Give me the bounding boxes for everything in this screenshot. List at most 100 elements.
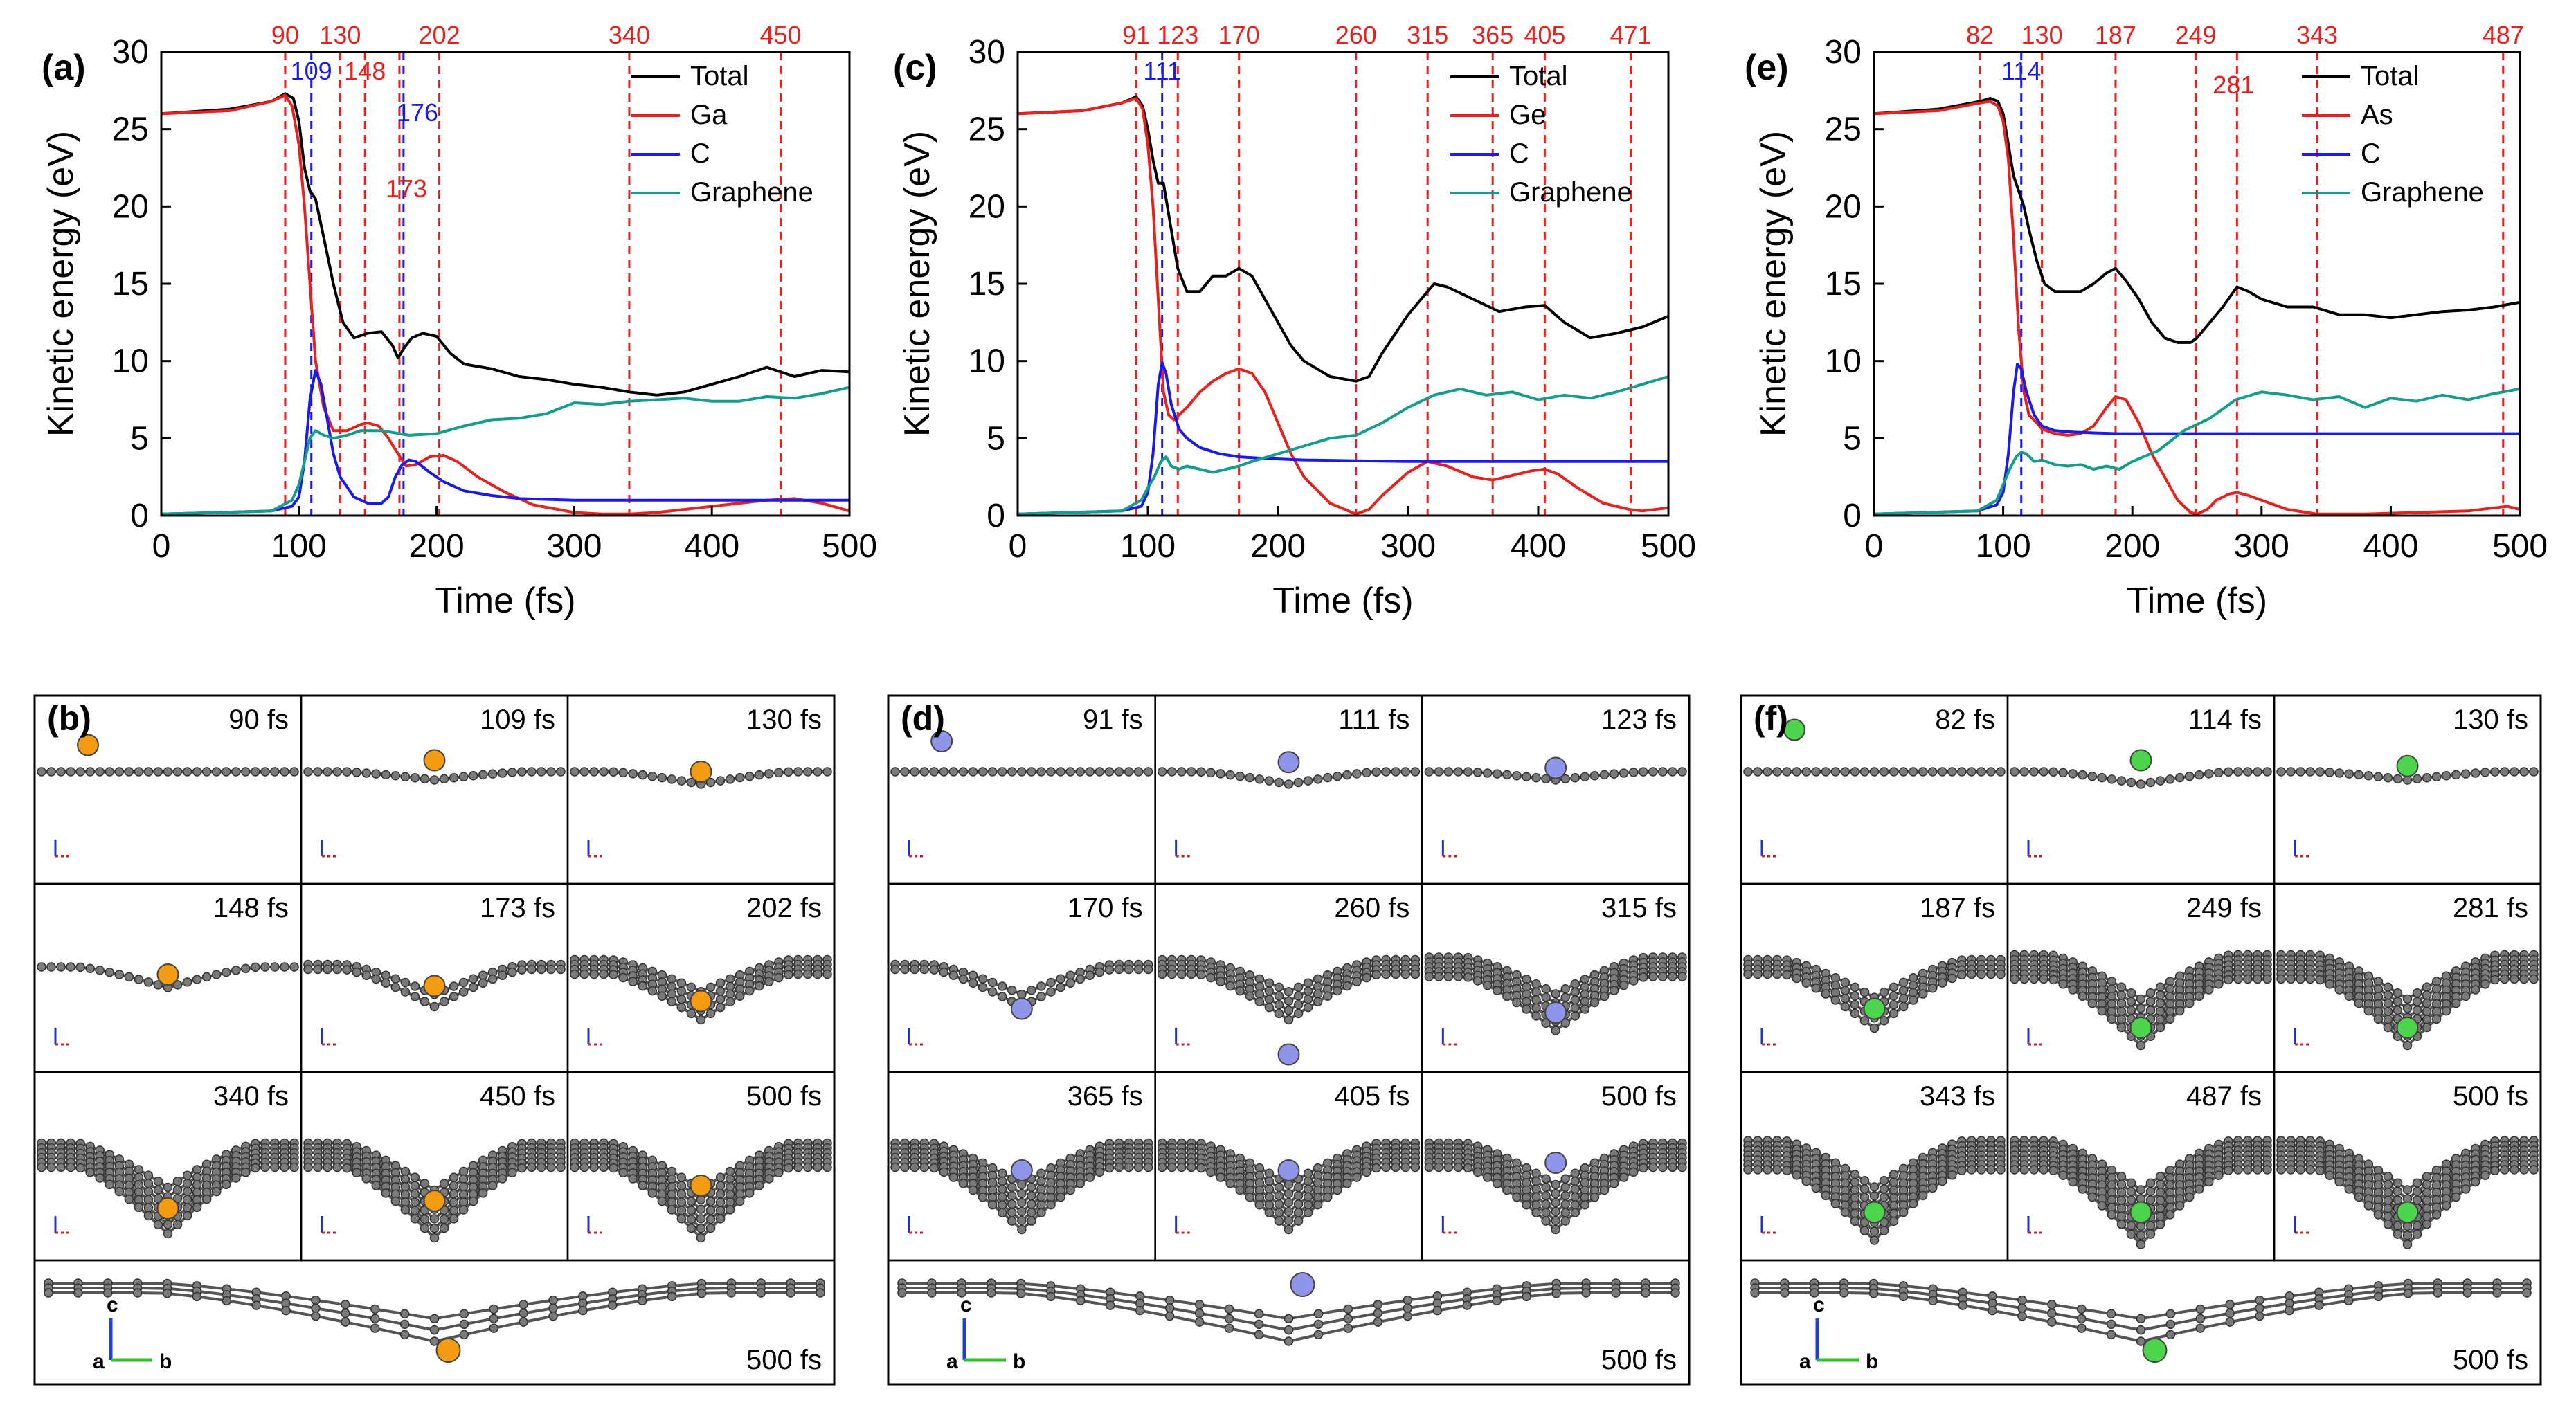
carbon-atom <box>1410 767 1421 777</box>
carbon-atom <box>1551 989 1560 999</box>
carbon-atom <box>313 767 323 777</box>
carbon-atom <box>1551 1197 1560 1208</box>
snapshot-panel-d: 91 fs 111 fs 123 fs 170 fs 260 fs 315 fs 365 f… <box>887 694 1691 1386</box>
carbon-atom <box>2048 767 2058 777</box>
carbon-atom <box>1967 969 1976 979</box>
carbon-atom <box>400 1174 411 1184</box>
carbon-atom <box>1235 1185 1245 1195</box>
snapshot-time-label: 500 fs <box>1601 1081 1677 1112</box>
carbon-atom <box>725 997 735 1006</box>
carbon-atom <box>715 776 726 786</box>
legend-entry: Graphene <box>690 177 813 208</box>
carbon-atom <box>527 767 537 777</box>
carbon-atom <box>429 1233 440 1243</box>
carbon-atom <box>1889 1177 1899 1187</box>
carbon-atom <box>822 969 832 979</box>
carbon-atom <box>2195 1314 2206 1324</box>
carbon-atom <box>1811 1183 1821 1193</box>
carbon-atom <box>1898 994 1909 1004</box>
carbon-atom <box>715 1206 726 1215</box>
carbon-atom <box>1027 767 1036 777</box>
carbon-atom <box>449 773 459 783</box>
dopant-atom <box>1544 1152 1567 1174</box>
carbon-atom <box>1889 1170 1899 1179</box>
carbon-atom <box>2155 1188 2165 1197</box>
carbon-atom <box>400 1166 411 1177</box>
carbon-atom <box>519 1317 528 1327</box>
dopant-atom <box>2129 1201 2152 1224</box>
snapshot-cell: 365 fs <box>887 1071 1156 1262</box>
carbon-atom <box>103 1288 113 1298</box>
carbon-atom <box>657 772 667 783</box>
carbon-atom <box>410 773 420 783</box>
carbon-atom <box>1303 1184 1313 1194</box>
carbon-atom <box>313 1162 323 1172</box>
y-tick-label: 20 <box>112 188 149 225</box>
carbon-atom <box>2305 767 2315 777</box>
dopant-atom <box>423 975 446 997</box>
carbon-atom <box>696 1195 706 1205</box>
carbon-atom <box>2412 1195 2422 1205</box>
carbon-atom <box>143 1195 154 1204</box>
carbon-atom <box>1957 767 1967 777</box>
carbon-atom <box>939 1167 949 1177</box>
carbon-atom <box>1560 1174 1570 1184</box>
carbon-atom <box>2195 1304 2206 1314</box>
carbon-atom <box>1343 1314 1353 1324</box>
carbon-atom <box>2529 974 2539 984</box>
carbon-atom <box>1216 977 1225 986</box>
side-view: c a b 500 fs <box>33 1259 836 1386</box>
carbon-atom <box>519 1300 528 1309</box>
carbon-atom <box>1443 972 1454 981</box>
carbon-atom <box>498 1174 507 1184</box>
carbon-atom <box>1313 1199 1323 1210</box>
carbon-atom <box>2451 1192 2461 1202</box>
carbon-atom <box>2116 998 2127 1008</box>
carbon-atom <box>1056 1193 1065 1202</box>
carbon-atom <box>2087 771 2098 781</box>
carbon-atom <box>1016 1289 1026 1298</box>
carbon-atom <box>2402 1240 2413 1249</box>
carbon-atom <box>1492 1296 1502 1306</box>
carbon-atom <box>774 1168 784 1178</box>
carbon-atom <box>46 962 56 972</box>
carbon-atom <box>241 963 251 974</box>
carbon-atom <box>2383 982 2393 992</box>
carbon-atom <box>1371 767 1381 777</box>
carbon-atom <box>1668 972 1677 981</box>
carbon-atom <box>2136 1336 2146 1346</box>
carbon-atom <box>667 989 677 999</box>
carbon-atom <box>2165 1014 2175 1024</box>
carbon-atom <box>638 981 648 991</box>
carbon-atom <box>599 767 609 777</box>
carbon-atom <box>1293 1199 1304 1209</box>
carbon-atom <box>468 771 478 781</box>
carbon-atom <box>897 1288 907 1298</box>
carbon-atom <box>1541 992 1551 1002</box>
carbon-atom <box>361 970 371 980</box>
carbon-atom <box>1840 977 1850 988</box>
carbon-atom <box>1065 970 1075 981</box>
snapshot-time-label: 343 fs <box>1920 1081 1995 1112</box>
carbon-atom <box>705 1223 716 1233</box>
carbon-atom <box>2325 979 2334 989</box>
carbon-atom <box>1056 982 1065 992</box>
carbon-atom <box>458 1197 469 1207</box>
carbon-atom <box>2076 1323 2087 1333</box>
carbon-atom <box>774 972 784 983</box>
carbon-atom <box>2047 1317 2057 1327</box>
carbon-atom <box>1958 1300 1967 1310</box>
carbon-atom <box>260 962 270 972</box>
carbon-atom <box>2529 767 2539 777</box>
carbon-atom <box>105 767 115 777</box>
carbon-atom <box>85 963 95 974</box>
carbon-atom <box>489 1304 499 1314</box>
carbon-atom <box>1908 1199 1918 1208</box>
carbon-atom <box>2253 767 2262 777</box>
carbon-atom <box>1986 767 1996 777</box>
carbon-atom <box>735 1196 745 1206</box>
carbon-atom <box>2017 1295 2027 1305</box>
marker-label: 487 <box>2483 21 2524 49</box>
carbon-atom <box>1541 1208 1551 1217</box>
carbon-atom <box>744 986 755 996</box>
